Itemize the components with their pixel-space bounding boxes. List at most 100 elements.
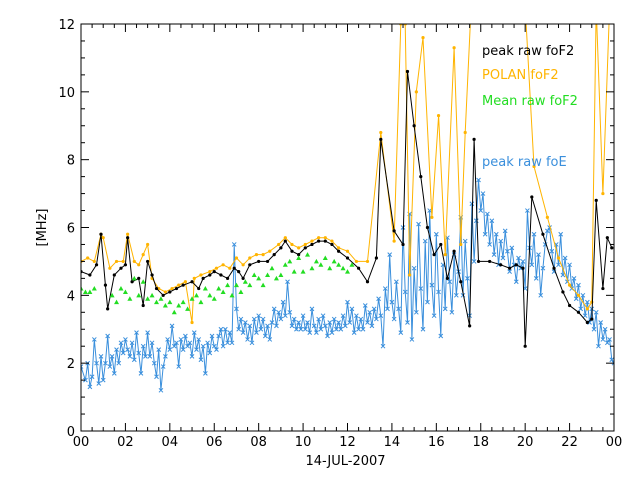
data-point [123, 337, 128, 342]
data-point [436, 289, 441, 295]
data-point [357, 266, 361, 270]
x-tick-label: 16 [428, 435, 445, 450]
data-point [290, 249, 294, 253]
data-point [223, 326, 228, 332]
data-point [600, 337, 606, 342]
data-point [349, 306, 355, 312]
data-point [91, 286, 97, 291]
data-point [297, 253, 301, 257]
data-point [468, 324, 472, 328]
data-point [238, 289, 244, 294]
data-point [221, 263, 225, 267]
data-point [260, 282, 266, 288]
data-point [94, 360, 99, 366]
data-point [200, 343, 206, 349]
data-point [459, 280, 463, 284]
data-point [203, 370, 208, 376]
data-point [560, 272, 566, 278]
data-point [251, 316, 257, 322]
data-point [472, 137, 476, 141]
data-point [174, 286, 179, 291]
data-point [433, 231, 439, 237]
data-point [430, 215, 434, 219]
data-point [185, 343, 190, 349]
data-point [459, 242, 463, 247]
data-point [374, 316, 379, 322]
data-point [149, 340, 155, 346]
data-point [489, 218, 495, 224]
data-point [322, 323, 328, 329]
data-point [480, 191, 486, 196]
data-point [193, 292, 199, 298]
data-point [261, 253, 265, 257]
data-point [218, 326, 224, 332]
data-point [392, 229, 396, 233]
data-point [272, 253, 276, 257]
data-point [276, 309, 282, 315]
data-point [316, 316, 321, 322]
data-point [248, 263, 252, 267]
data-point [530, 195, 534, 199]
data-point [87, 384, 93, 390]
data-point [211, 296, 217, 301]
data-point [198, 299, 204, 305]
data-point [176, 303, 182, 308]
data-point [120, 350, 126, 356]
legend: peak raw foF2 POLAN foF2 Mean raw foF2 peak… [482, 44, 578, 170]
data-point [297, 246, 301, 250]
data-point [165, 337, 170, 342]
data-point [273, 275, 279, 281]
y-tick-label: 6 [67, 222, 75, 237]
data-point [443, 253, 447, 257]
data-point [379, 137, 383, 141]
data-point [194, 347, 199, 352]
data-point [87, 289, 93, 294]
data-point [345, 256, 350, 260]
data-point [100, 377, 106, 383]
data-point [356, 326, 361, 332]
data-point [158, 296, 164, 301]
data-point [318, 262, 324, 267]
data-point [500, 255, 506, 261]
data-point [300, 313, 306, 319]
data-point [452, 249, 456, 253]
data-point [189, 354, 195, 359]
data-point [303, 242, 307, 247]
data-point [291, 316, 297, 322]
data-point [374, 256, 378, 260]
series-layer [81, 24, 614, 393]
data-point [114, 299, 120, 305]
data-point [453, 292, 459, 298]
data-point [185, 306, 191, 311]
series-line [81, 71, 613, 347]
data-point [354, 313, 359, 319]
data-point [107, 364, 113, 369]
data-point [103, 283, 108, 287]
data-point [331, 258, 337, 264]
data-point [590, 317, 594, 321]
data-point [340, 313, 346, 319]
data-point [216, 333, 222, 339]
data-point [508, 266, 512, 270]
data-point [330, 242, 334, 247]
data-point [256, 275, 262, 281]
data-point [469, 201, 475, 207]
data-point [576, 293, 581, 297]
y-tick-label: 10 [58, 86, 75, 101]
data-point [169, 323, 175, 329]
data-point [358, 316, 364, 322]
data-point [442, 306, 448, 312]
data-point [114, 259, 119, 264]
data-point [337, 249, 341, 253]
data-point [167, 299, 173, 305]
data-point [507, 269, 512, 274]
x-tick-label: 20 [517, 435, 534, 450]
data-point [126, 232, 130, 236]
data-point [171, 343, 177, 349]
data-point [365, 280, 370, 284]
data-point [199, 273, 203, 277]
data-point [473, 218, 479, 224]
data-point [505, 248, 510, 254]
data-point [514, 263, 518, 267]
x-tick-label: 14 [384, 435, 401, 450]
